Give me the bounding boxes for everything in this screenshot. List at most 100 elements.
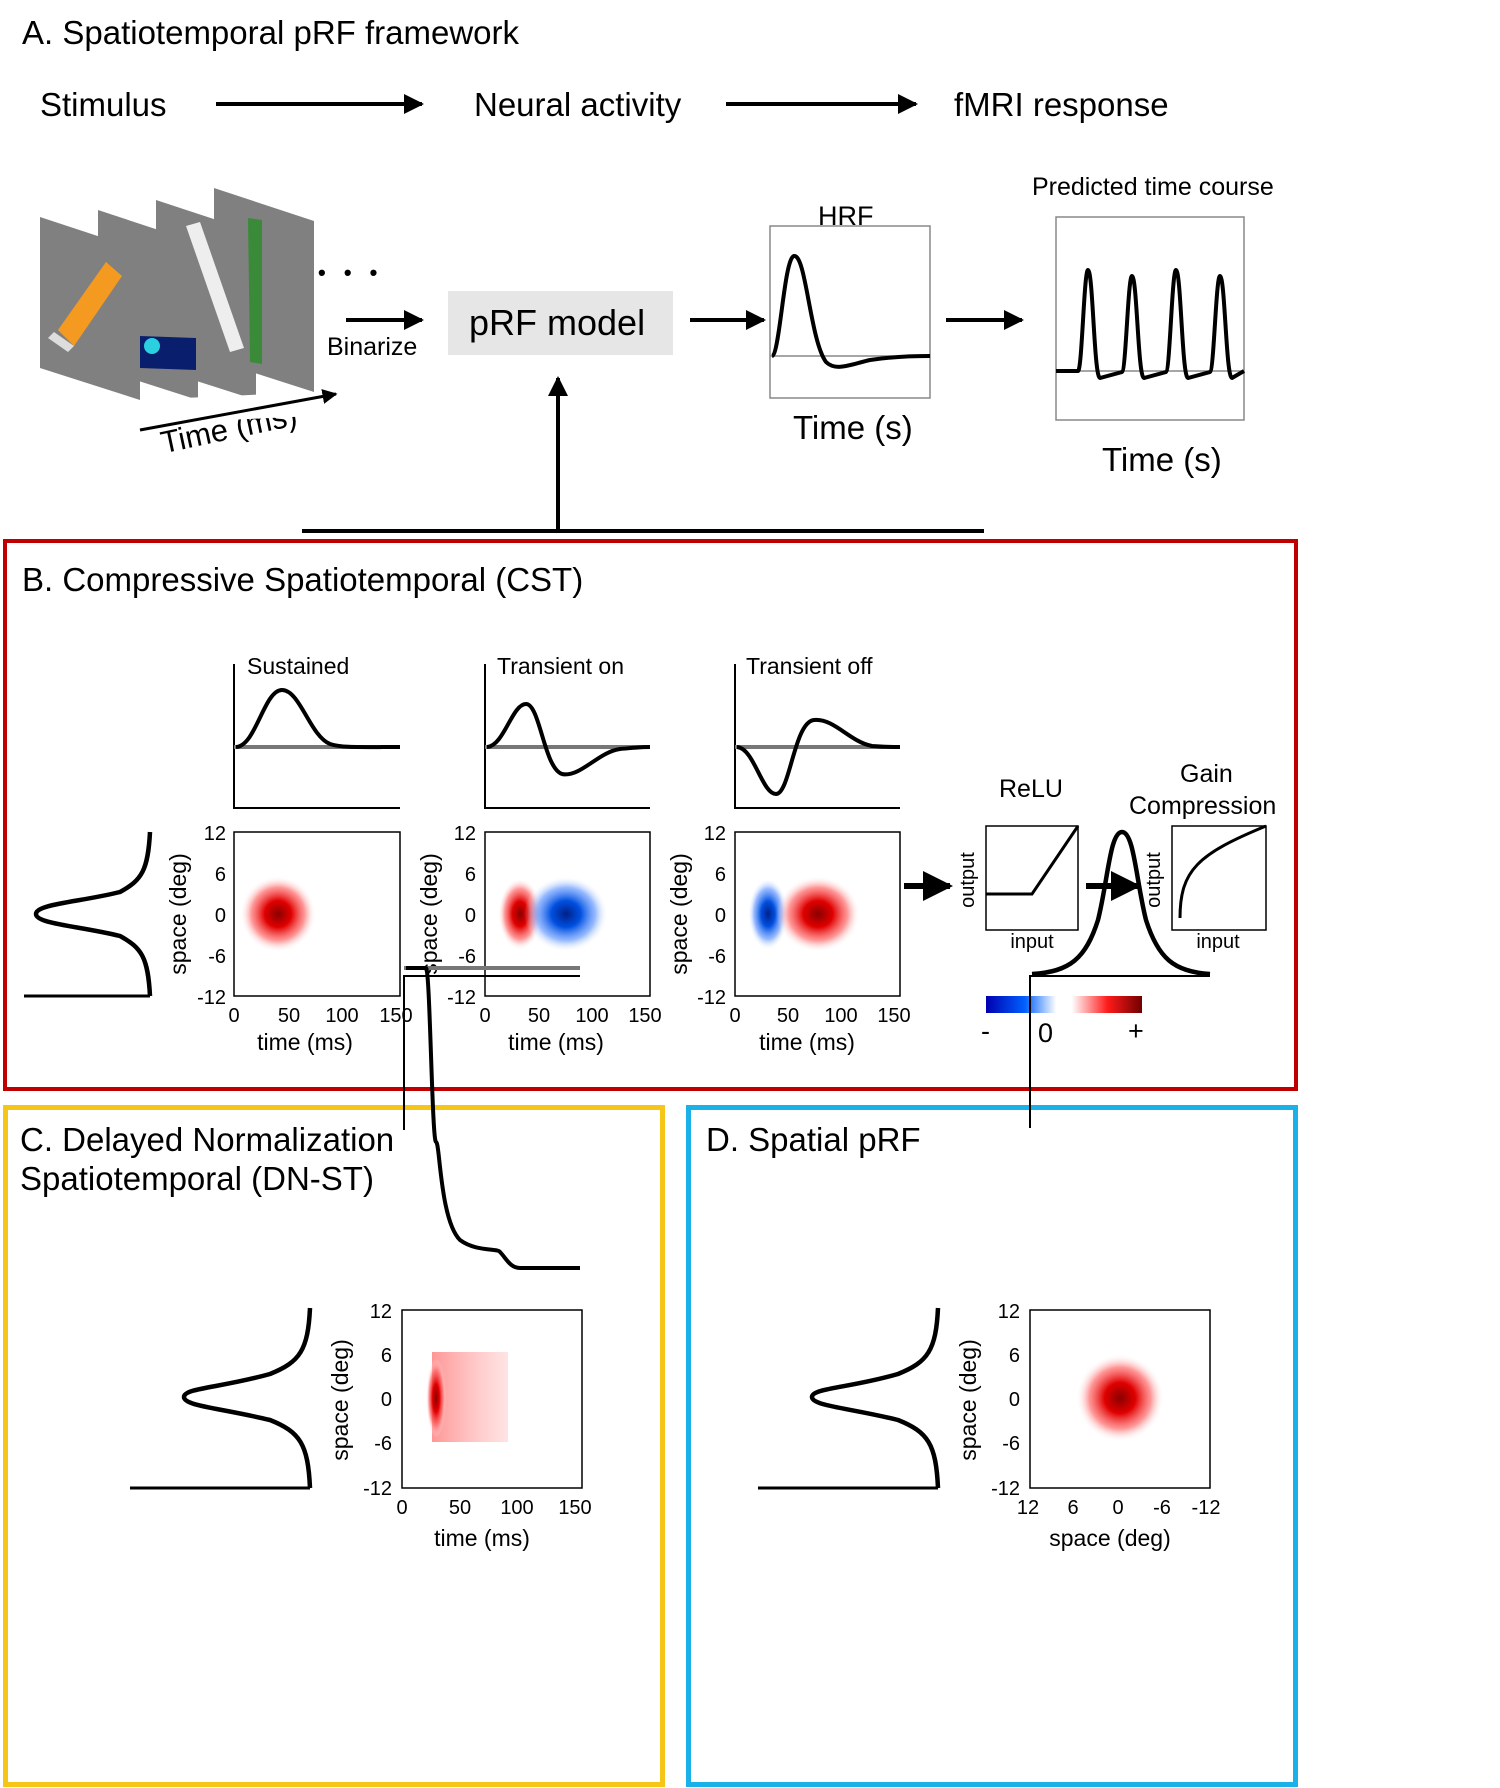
d-ylabel: space (deg) <box>955 1339 981 1460</box>
colorbar-pos: + <box>1128 1016 1144 1046</box>
hrf-xlabel: Time (s) <box>793 409 913 446</box>
prf-model-box <box>448 291 673 355</box>
predicted-title: Predicted time course <box>1032 173 1274 201</box>
colorbar-neg: - <box>981 1016 990 1046</box>
spatial-heatmap <box>1029 1309 1211 1489</box>
b2-xtick: 100 <box>575 1005 608 1027</box>
c-ytick: -12 <box>363 1478 392 1500</box>
dnst-heatmap-axes: 12 6 0 -6 -12 0 50 100 150 time (ms) spa… <box>327 1301 592 1551</box>
c-xtick: 100 <box>500 1497 533 1519</box>
b1-xlabel: time (ms) <box>257 1029 353 1055</box>
b3-xtick: 100 <box>824 1005 857 1027</box>
sustained-temporal <box>233 664 401 809</box>
cst-spatial-profile <box>24 831 153 998</box>
predicted-xlabel: Time (s) <box>1102 441 1222 478</box>
spatial-x-profile <box>1029 829 1211 1128</box>
b3-xtick: 150 <box>877 1005 910 1027</box>
b1-xtick: 0 <box>228 1005 239 1027</box>
b2-xtick: 150 <box>628 1005 661 1027</box>
stimulus-frames <box>39 188 338 432</box>
d-xlabel: space (deg) <box>1049 1525 1170 1551</box>
dnst-heatmap <box>401 1309 583 1489</box>
b3-ytick: -6 <box>708 946 726 968</box>
panel-a-title: A. Spatiotemporal pRF framework <box>22 14 520 51</box>
hrf-title: HRF <box>818 201 874 231</box>
transient-on-heatmap <box>484 831 651 997</box>
hrf-plot <box>769 225 931 399</box>
d-xtick: 6 <box>1067 1497 1078 1519</box>
gain-title-1: Gain <box>1180 760 1233 788</box>
c-xtick: 150 <box>558 1497 591 1519</box>
predicted-timecourse-plot <box>1055 216 1246 421</box>
b1-ytick: 0 <box>215 905 226 927</box>
b1-ylabel: space (deg) <box>165 853 191 974</box>
relu-title: ReLU <box>999 775 1063 803</box>
b2-ytick: -6 <box>458 946 476 968</box>
d-ytick: 0 <box>1009 1389 1020 1411</box>
d-ytick: -12 <box>991 1478 1020 1500</box>
colorbar <box>986 996 1142 1013</box>
c-ytick: 6 <box>381 1345 392 1367</box>
panel-b-frame <box>3 539 1298 1091</box>
label-transient-on: Transient on <box>497 653 624 679</box>
panel-d-title: D. Spatial pRF <box>706 1121 921 1158</box>
c-xlabel: time (ms) <box>434 1525 530 1551</box>
c-xtick: 0 <box>396 1497 407 1519</box>
d-ytick: 6 <box>1009 1345 1020 1367</box>
b3-ytick: -12 <box>697 987 726 1009</box>
b3-xlabel: time (ms) <box>759 1029 855 1055</box>
b1-xtick: 150 <box>379 1005 412 1027</box>
flow-neural-activity: Neural activity <box>474 86 682 123</box>
relu-xlabel: input <box>1010 931 1054 953</box>
b1-xtick: 100 <box>325 1005 358 1027</box>
gain-xlabel: input <box>1196 931 1240 953</box>
c-ytick: 12 <box>370 1301 392 1323</box>
b3-xtick: 50 <box>777 1005 799 1027</box>
relu-plot: input output <box>957 825 1080 953</box>
b3-ylabel: space (deg) <box>666 853 692 974</box>
d-xtick: 0 <box>1112 1497 1123 1519</box>
dnst-temporal <box>403 966 580 1270</box>
transient-off-temporal <box>734 664 901 809</box>
d-xtick: -6 <box>1153 1497 1171 1519</box>
b2-ytick: -12 <box>447 987 476 1009</box>
d-ytick: 12 <box>998 1301 1020 1323</box>
transient-on-temporal <box>484 664 651 809</box>
c-ytick: -6 <box>374 1433 392 1455</box>
flow-stimulus: Stimulus <box>40 86 167 123</box>
c-ylabel: space (deg) <box>327 1339 353 1460</box>
panel-d-frame <box>686 1105 1298 1787</box>
d-xtick: 12 <box>1017 1497 1039 1519</box>
panel-c-frame <box>3 1105 665 1787</box>
b2-ytick: 0 <box>465 905 476 927</box>
b1-ytick: 6 <box>215 864 226 886</box>
flow-fmri-response: fMRI response <box>954 86 1169 123</box>
b1-ytick: 12 <box>204 823 226 845</box>
b2-xtick: 50 <box>528 1005 550 1027</box>
b2-xtick: 0 <box>479 1005 490 1027</box>
spatial-y-profile <box>758 1307 941 1490</box>
c-xtick: 50 <box>449 1497 471 1519</box>
b2-ytick: 6 <box>465 864 476 886</box>
panel-b-title: B. Compressive Spatiotemporal (CST) <box>22 561 584 598</box>
sustained-heatmap <box>233 831 401 997</box>
label-transient-off: Transient off <box>746 653 873 679</box>
b3-ytick: 12 <box>704 823 726 845</box>
b2-ylabel: space (deg) <box>416 853 442 974</box>
transient-off-heatmap <box>734 831 901 997</box>
prf-model-label: pRF model <box>469 302 646 343</box>
binarize-label: Binarize <box>327 333 418 361</box>
panel-c-title-2: Spatiotemporal (DN-ST) <box>20 1160 374 1197</box>
b1-ytick: -6 <box>208 946 226 968</box>
b1-xtick: 50 <box>278 1005 300 1027</box>
b1-ytick: -12 <box>197 987 226 1009</box>
b3-xtick: 0 <box>729 1005 740 1027</box>
d-ytick: -6 <box>1002 1433 1020 1455</box>
b3-ytick: 0 <box>715 905 726 927</box>
relu-ylabel: output <box>957 852 979 908</box>
gain-ylabel: output <box>1143 852 1165 908</box>
spatial-heatmap-axes: 12 6 0 -6 -12 12 6 0 -6 -12 space (deg) … <box>955 1301 1220 1551</box>
d-xtick: -12 <box>1192 1497 1221 1519</box>
b3-ytick: 6 <box>715 864 726 886</box>
